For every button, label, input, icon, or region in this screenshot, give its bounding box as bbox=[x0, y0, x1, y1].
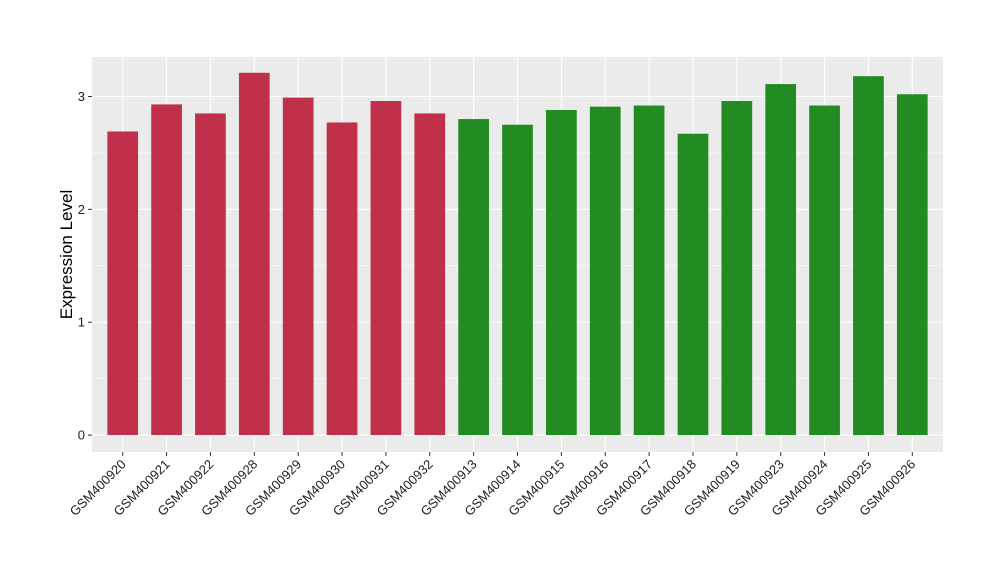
bar bbox=[896, 94, 928, 436]
y-tick-label: 3 bbox=[78, 89, 85, 104]
bar bbox=[809, 105, 840, 436]
y-axis: 0 1 2 3 bbox=[78, 89, 92, 443]
bar bbox=[238, 72, 270, 436]
x-axis: GSM400920GSM400921GSM400922GSM400928GSM4… bbox=[67, 452, 918, 519]
y-axis-title: Expression Level bbox=[57, 190, 76, 319]
bar bbox=[589, 106, 621, 436]
bar bbox=[370, 101, 402, 436]
bar bbox=[765, 84, 797, 436]
y-tick-label: 1 bbox=[78, 315, 85, 330]
bar bbox=[677, 133, 709, 436]
y-tick-label: 0 bbox=[78, 428, 85, 443]
bar bbox=[502, 124, 533, 436]
bar bbox=[546, 110, 577, 436]
bar bbox=[853, 76, 884, 436]
bar bbox=[282, 97, 314, 436]
bar bbox=[195, 113, 226, 436]
bar bbox=[414, 113, 446, 436]
bar bbox=[458, 119, 489, 436]
bar bbox=[151, 104, 182, 436]
bars bbox=[107, 72, 928, 436]
bar bbox=[721, 101, 753, 436]
bar bbox=[326, 122, 358, 436]
bar bbox=[633, 105, 665, 436]
y-tick-label: 2 bbox=[78, 202, 85, 217]
bar bbox=[107, 131, 139, 436]
